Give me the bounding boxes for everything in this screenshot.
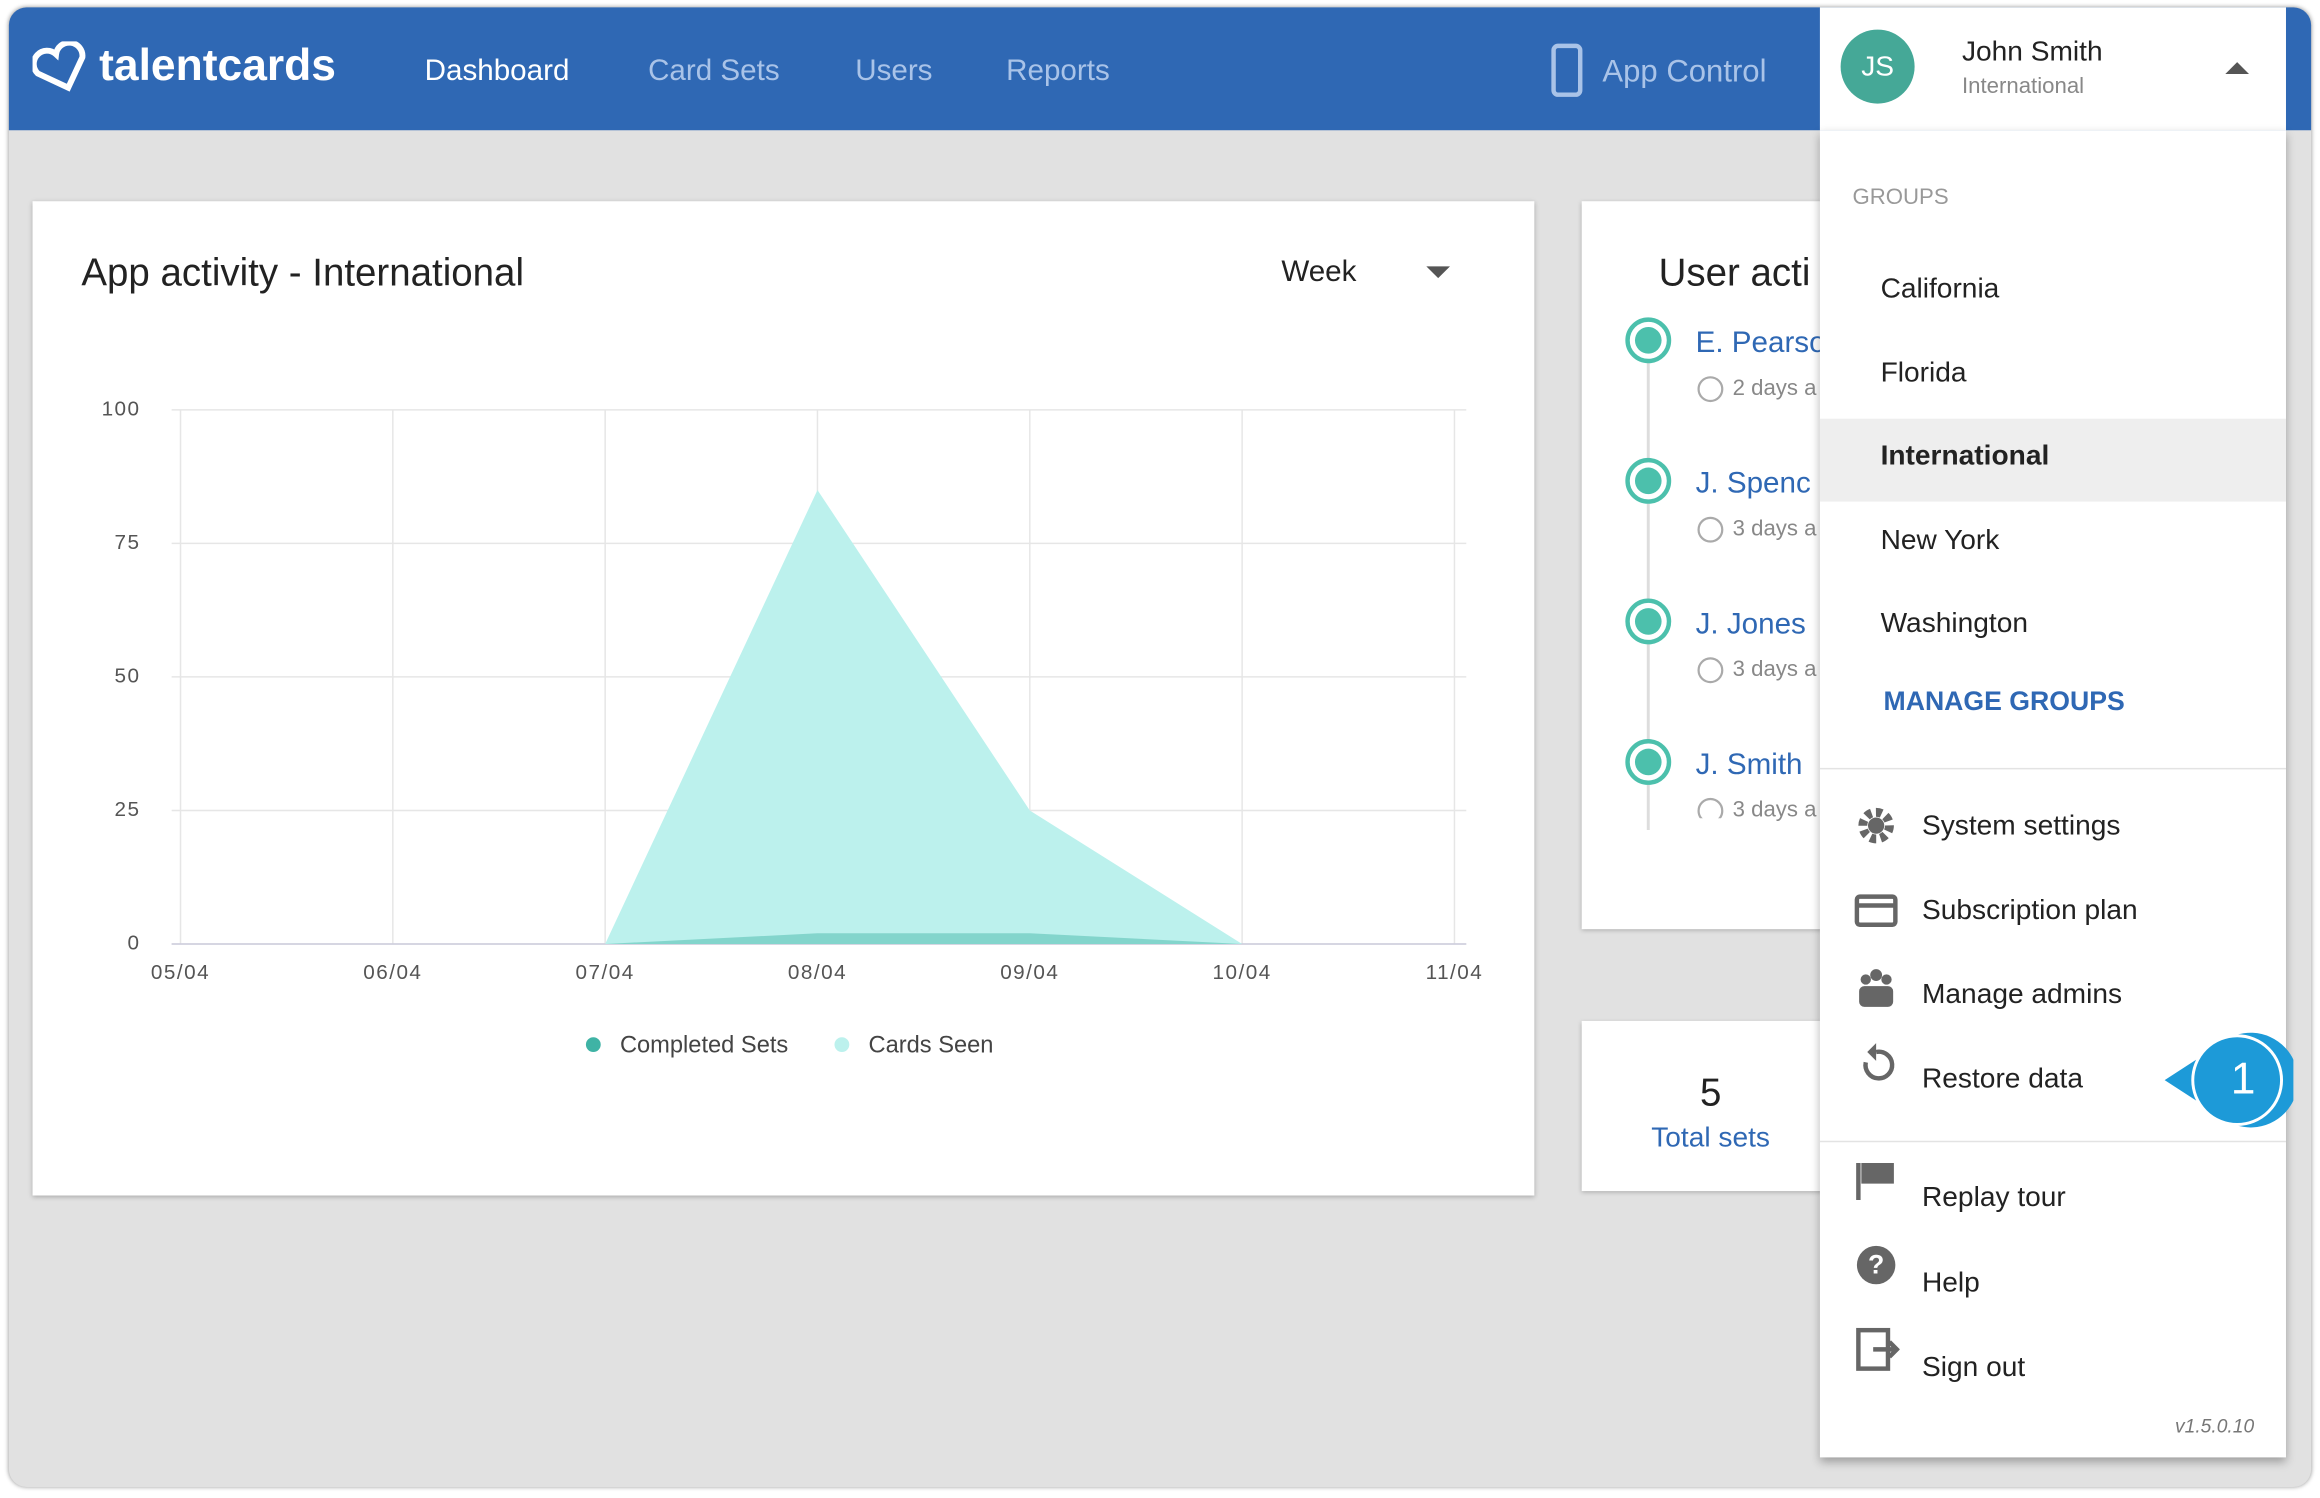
- user-group: International: [1961, 73, 2085, 100]
- stat-label[interactable]: Total sets: [1651, 1123, 1770, 1155]
- divider: [1819, 1140, 2286, 1143]
- menu-item[interactable]: Replay tour: [1922, 1182, 2066, 1214]
- menu-item[interactable]: Restore data: [1922, 1063, 2083, 1095]
- clock-icons: [1697, 376, 1724, 819]
- y-tick-label: 75: [115, 531, 141, 554]
- group-item[interactable]: Washington: [1880, 608, 2028, 640]
- selected-group-bg: [1819, 418, 2286, 502]
- legend-label: Completed Sets: [620, 1032, 788, 1058]
- x-tick-label: 09/04: [1000, 961, 1059, 984]
- area: [180, 489, 1455, 944]
- logo[interactable]: talentcards: [99, 41, 336, 91]
- version: v1.5.0.10: [2175, 1414, 2255, 1437]
- user-name: John Smith: [1961, 36, 2103, 69]
- app-control[interactable]: App Control: [1602, 54, 1767, 89]
- help-icon-glyph: ?: [1868, 1250, 1884, 1280]
- menu-item[interactable]: Sign out: [1922, 1352, 2026, 1384]
- x-tick-label: 05/04: [151, 961, 210, 984]
- y-tick-label: 0: [128, 931, 141, 954]
- menu-item[interactable]: Help: [1922, 1268, 1980, 1300]
- manage-groups[interactable]: MANAGE GROUPS: [1883, 686, 2125, 717]
- area: [180, 933, 1455, 944]
- menu-item[interactable]: System settings: [1922, 810, 2121, 842]
- user-name[interactable]: J. Smith: [1695, 748, 1803, 782]
- nav-link[interactable]: Card Sets: [648, 54, 780, 88]
- avatar-initials: JS: [1861, 50, 1894, 81]
- callout: 1: [2164, 1032, 2294, 1128]
- dropdown-caret: [1426, 266, 1451, 279]
- chart-title: App activity - International: [81, 250, 525, 295]
- menu-item[interactable]: Manage admins: [1922, 979, 2123, 1011]
- activity-time: 3 days a: [1732, 797, 1817, 823]
- period-select[interactable]: Week: [1281, 255, 1357, 289]
- groups-heading: GROUPS: [1852, 184, 1949, 211]
- group-item[interactable]: New York: [1880, 524, 2000, 556]
- user-name[interactable]: E. Pearso: [1695, 326, 1826, 360]
- avatar: JS: [1840, 29, 1915, 104]
- x-tick-label: 11/04: [1426, 961, 1484, 984]
- chart: 05/04 06/04 07/04 08/04 09/04 10/04 11/04 0 25 50…: [102, 397, 1484, 1058]
- user-name[interactable]: J. Jones: [1695, 608, 1806, 641]
- activity-time: 3 days a: [1732, 656, 1817, 683]
- phone-icon: [1551, 43, 1583, 97]
- menu-item[interactable]: Subscription plan: [1922, 895, 2138, 927]
- x-tick-label: 10/04: [1213, 961, 1272, 984]
- stat-value: 5: [1700, 1069, 1722, 1115]
- legend-swatch: [834, 1037, 850, 1052]
- menu-icons: ?: [1854, 807, 1900, 1371]
- logo-icon: [32, 41, 86, 92]
- nav-link[interactable]: Users: [855, 54, 933, 88]
- caret-up: [2225, 62, 2249, 74]
- dropdown-menu: GROUPS California Florida International New…: [1819, 130, 2286, 1458]
- group-item[interactable]: International: [1880, 440, 2050, 472]
- legend-label: Cards Seen: [869, 1032, 994, 1058]
- timeline: [1625, 317, 1672, 831]
- card-title: User acti: [1658, 250, 1811, 295]
- legend-swatch: [585, 1037, 601, 1052]
- x-tick-label: 06/04: [363, 961, 422, 984]
- divider: [1819, 767, 2286, 770]
- activity-time: 3 days a: [1732, 516, 1817, 542]
- y-tick-label: 100: [102, 397, 141, 420]
- nav-link[interactable]: Dashboard: [424, 54, 570, 88]
- x-tick-label: 07/04: [576, 961, 635, 984]
- callout-number: 1: [2231, 1054, 2256, 1103]
- group-item[interactable]: Florida: [1880, 357, 1967, 389]
- x-tick-label: 08/04: [788, 961, 847, 984]
- y-tick-label: 25: [115, 798, 141, 821]
- y-tick-label: 50: [115, 664, 141, 687]
- group-item[interactable]: California: [1880, 273, 2000, 305]
- user-name[interactable]: J. Spenc: [1695, 467, 1811, 501]
- activity-time: 2 days a: [1732, 375, 1817, 401]
- nav-link[interactable]: Reports: [1006, 54, 1110, 88]
